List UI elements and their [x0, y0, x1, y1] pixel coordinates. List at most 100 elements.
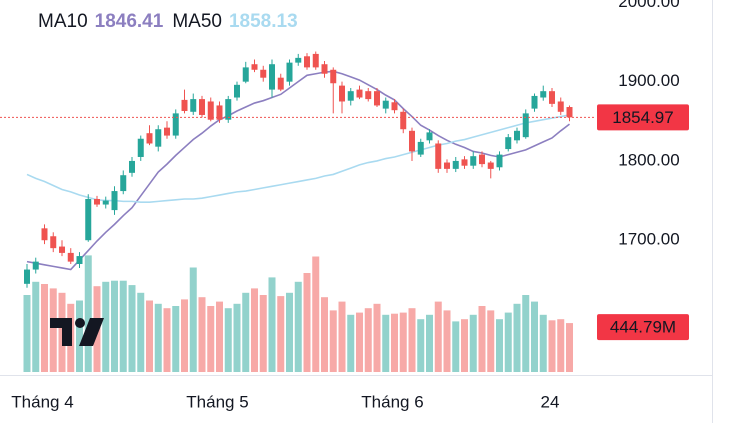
volume-bar [461, 319, 468, 372]
legend-value: 1846.41 [95, 11, 164, 32]
candle-body [339, 85, 345, 102]
legend-value: 1858.13 [229, 11, 298, 32]
candle-body [347, 91, 354, 101]
volume-bar [189, 267, 197, 372]
volume-bar [303, 273, 311, 372]
candle-body [365, 91, 372, 100]
volume-bar [408, 308, 416, 372]
volume-bar [172, 306, 180, 372]
candle-body [321, 64, 328, 74]
volume-bar [566, 323, 573, 372]
volume-bar [539, 314, 547, 372]
candle-body [452, 160, 459, 169]
candle-body [295, 57, 302, 63]
volume-bar [478, 306, 486, 372]
candle-body [470, 156, 477, 166]
y-tick-label: 1700.00 [618, 230, 679, 249]
candle-body [356, 89, 363, 98]
volume-bar [338, 301, 346, 372]
volume-bar [469, 314, 477, 372]
volume-bar [207, 306, 215, 372]
volume-bar [49, 288, 57, 372]
candle-body [251, 64, 258, 70]
volume-bar [23, 295, 31, 372]
volume-bar [347, 314, 355, 372]
y-tick-label: 1800.00 [618, 150, 679, 169]
volume-bar [251, 288, 258, 372]
volume-bar [128, 285, 136, 372]
volume-bar [487, 310, 495, 372]
candle-body [505, 137, 512, 150]
candle-body [225, 99, 232, 120]
candle-body [479, 154, 485, 165]
volume-bar [242, 292, 250, 372]
volume-bar [32, 281, 40, 372]
volume-bar [224, 308, 232, 372]
candle-body [461, 159, 468, 166]
candle-body [304, 56, 310, 68]
volume-bar [426, 314, 433, 372]
candle-body [76, 256, 83, 265]
candle-body [111, 191, 118, 211]
volume-bar [137, 292, 145, 372]
candle-body [286, 62, 293, 82]
x-tick-label: Tháng 5 [186, 392, 248, 411]
volume-bar [102, 281, 110, 372]
candle-body [207, 101, 214, 120]
volume-bar [417, 319, 425, 372]
x-tick-label: 24 [541, 392, 560, 411]
volume-bar [321, 297, 328, 372]
candle-body [59, 246, 65, 253]
volume-bar [496, 319, 503, 372]
volume-bar [522, 295, 530, 372]
volume-bar [434, 301, 442, 372]
candle-body [487, 162, 494, 169]
candle-body [41, 228, 48, 241]
volume-bar [382, 314, 390, 372]
candle-body [444, 162, 450, 169]
candle-body [32, 261, 39, 270]
volume-bar [443, 310, 451, 372]
candle-body [199, 99, 205, 115]
tradingview-logo [50, 318, 104, 346]
candle-body [435, 143, 442, 169]
candle-body [242, 67, 249, 82]
candle-body [137, 138, 144, 157]
candle-body [50, 236, 57, 249]
candle-body [400, 111, 407, 130]
volume-bar [233, 303, 241, 372]
candle-body [382, 100, 389, 109]
volume-bar [294, 281, 302, 372]
candle-body [549, 91, 555, 104]
candle-body [190, 99, 197, 112]
candle-body [129, 160, 135, 173]
legend-name: MA10 [38, 11, 88, 32]
candle-body [146, 133, 153, 144]
volume-bar [41, 284, 48, 372]
candle-body [277, 77, 284, 90]
volume-bar [513, 303, 521, 372]
candle-body [102, 200, 109, 205]
volume-bar [216, 301, 223, 372]
volume-bar [286, 292, 293, 372]
volume-bar [198, 297, 206, 372]
volume-bar [391, 313, 398, 372]
candle-body [417, 141, 424, 155]
volume-bar [259, 295, 267, 372]
x-tick-label: Tháng 6 [361, 392, 423, 411]
volume-bar [364, 308, 372, 372]
volume-bar [111, 280, 118, 372]
volume-bar [399, 312, 407, 372]
volume-bar [373, 303, 381, 372]
volume-bar [504, 312, 512, 372]
last-price-label: 1854.97 [612, 108, 673, 127]
ma-line [26, 114, 570, 203]
volume-bar [548, 320, 556, 372]
volume-bar [84, 255, 92, 372]
candle-body [426, 132, 433, 141]
x-tick-label: Tháng 4 [11, 392, 73, 411]
candle-body [391, 102, 398, 111]
candle-body [172, 113, 179, 136]
candle-body [514, 130, 520, 141]
